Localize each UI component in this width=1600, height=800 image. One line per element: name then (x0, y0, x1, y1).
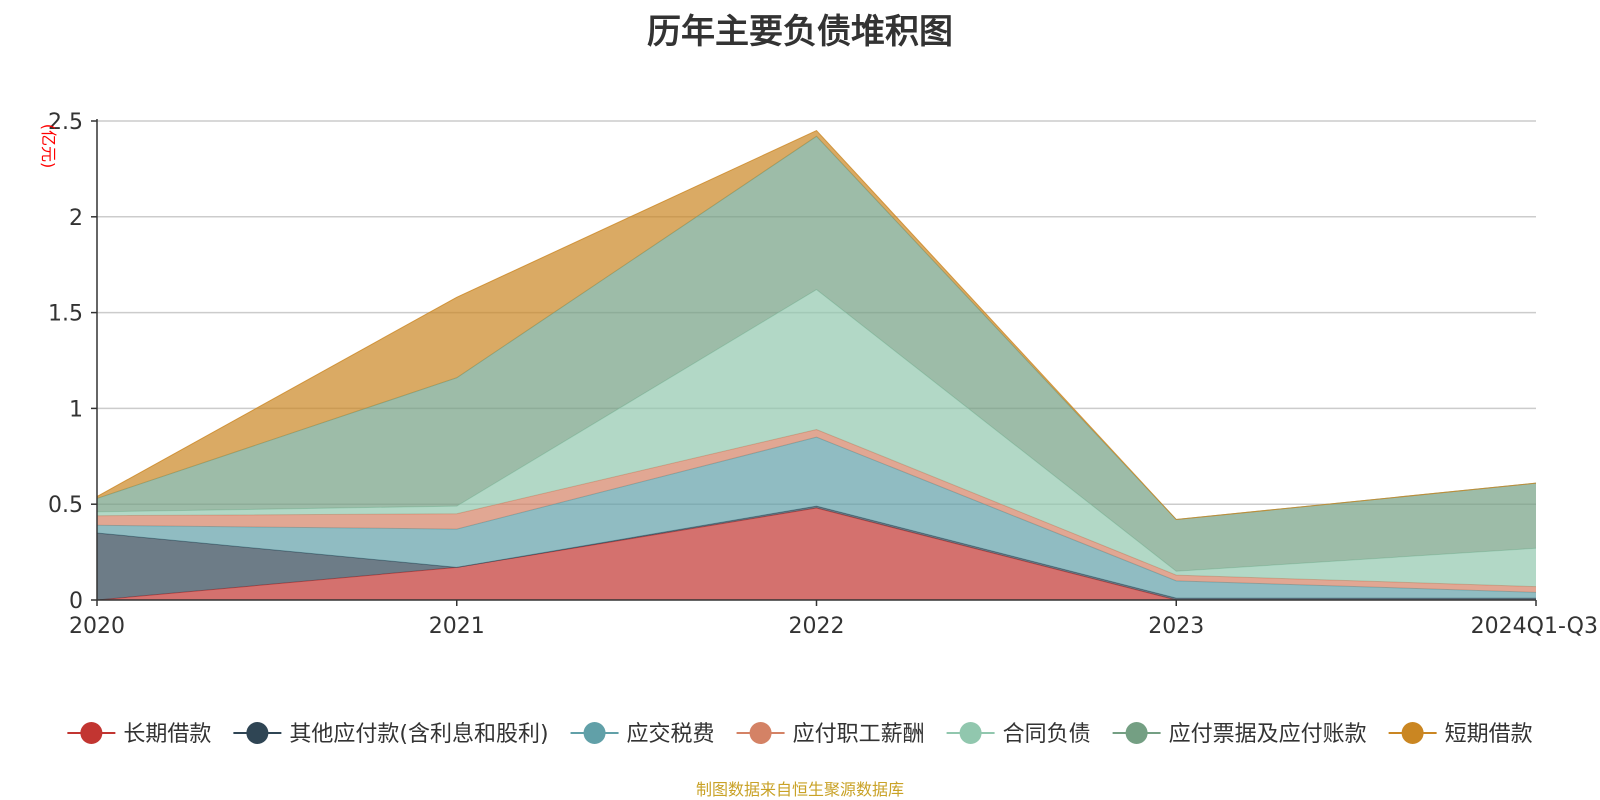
y-tick-label: 2 (69, 206, 83, 231)
area-series (96, 129, 1537, 601)
legend-label: 长期借款 (123, 722, 211, 747)
x-axis-tick-labels: 2020 2021 2022 2023 2024Q1-Q3 (69, 614, 1598, 639)
legend-label: 其他应付款(含利息和股利) (289, 722, 548, 747)
chart-title: 历年主要负债堆积图 (647, 12, 953, 52)
legend-label: 合同负债 (1003, 722, 1091, 747)
legend-item[interactable]: 应付职工薪酬 (736, 722, 925, 747)
legend-label: 应交税费 (627, 722, 715, 747)
legend-item[interactable]: 应交税费 (570, 722, 715, 747)
data-source-note: 制图数据来自恒生聚源数据库 (695, 780, 904, 799)
x-tick-label: 2022 (789, 614, 845, 639)
legend-marker-icon (583, 722, 606, 744)
legend-marker-icon (246, 722, 269, 744)
stacked-area-chart: 0 0.5 1 1.5 2 2.5 2020 2021 2022 2023 2024Q1-Q3 (… (39, 110, 1598, 747)
area-应交税费 (97, 437, 1536, 599)
y-tick-label: 2.5 (48, 110, 83, 135)
legend-label: 应付职工薪酬 (793, 722, 925, 747)
y-tick-label: 1 (69, 397, 83, 422)
area-line-短期借款 (96, 129, 1537, 521)
legend-item[interactable]: 长期借款 (67, 722, 211, 747)
legend-marker-icon (959, 722, 982, 744)
area-长期借款 (97, 508, 1536, 600)
legend-item[interactable]: 应付票据及应付账款 (1112, 722, 1367, 747)
legend-marker-icon (1401, 722, 1424, 744)
legend-item[interactable]: 短期借款 (1388, 722, 1533, 747)
area-应付票据及应付账款 (97, 136, 1536, 572)
y-tick-label: 0 (69, 589, 83, 614)
area-合同负债 (97, 289, 1536, 587)
y-tick-label: 1.5 (48, 302, 83, 327)
y-axis-unit-label: (亿元) (39, 124, 58, 169)
y-tick-label: 0.5 (48, 493, 83, 518)
legend-marker-icon (1125, 722, 1148, 744)
x-tick-label: 2021 (429, 614, 485, 639)
axes (91, 119, 1537, 606)
x-tick-label: 2024Q1-Q3 (1471, 614, 1598, 639)
legend-item[interactable]: 合同负债 (946, 722, 1091, 747)
legend-label: 应付票据及应付账款 (1169, 722, 1367, 747)
legend-marker-icon (749, 722, 772, 744)
y-axis-tick-labels: 0 0.5 1 1.5 2 2.5 (48, 110, 83, 614)
legend-label: 短期借款 (1445, 722, 1533, 747)
legend-marker-icon (80, 722, 103, 744)
x-tick-label: 2023 (1148, 614, 1204, 639)
x-tick-label: 2020 (69, 614, 125, 639)
legend: 长期借款 其他应付款(含利息和股利) 应交税费 应付职工薪酬 合同负债 应付票据及应付账款… (67, 722, 1533, 747)
legend-item[interactable]: 其他应付款(含利息和股利) (233, 722, 549, 747)
